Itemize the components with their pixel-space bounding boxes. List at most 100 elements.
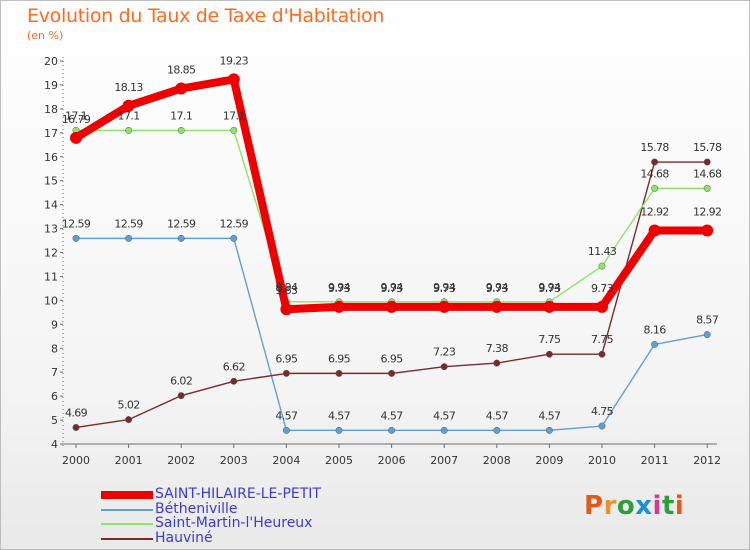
legend-swatch bbox=[101, 537, 153, 540]
data-label: 4.57 bbox=[486, 409, 509, 422]
data-label: 9.73 bbox=[486, 282, 509, 295]
data-label: 18.13 bbox=[114, 81, 143, 94]
y-tick-label: 17 bbox=[44, 127, 58, 140]
data-point bbox=[598, 262, 606, 270]
data-label: 12.59 bbox=[167, 217, 196, 230]
x-tick-label: 2010 bbox=[588, 454, 616, 467]
data-label: 7.23 bbox=[433, 346, 456, 359]
data-label: 9.63 bbox=[275, 284, 298, 297]
data-point bbox=[598, 422, 606, 430]
data-point bbox=[282, 369, 290, 377]
data-label: 8.57 bbox=[696, 314, 719, 327]
x-tick-label: 2005 bbox=[325, 454, 353, 467]
y-tick-label: 14 bbox=[44, 199, 58, 212]
data-point bbox=[651, 340, 659, 348]
data-label: 17.1 bbox=[65, 109, 87, 122]
data-label: 12.59 bbox=[62, 217, 91, 230]
data-point bbox=[651, 184, 659, 192]
data-label: 6.95 bbox=[381, 352, 404, 365]
data-label: 9.94 bbox=[486, 281, 509, 294]
logo-letter: i bbox=[674, 491, 685, 521]
data-point bbox=[177, 234, 185, 242]
data-label: 14.68 bbox=[693, 167, 722, 180]
data-label: 9.73 bbox=[591, 282, 614, 295]
y-tick-label: 4 bbox=[51, 438, 58, 451]
data-point bbox=[490, 300, 503, 313]
legend-label: SAINT-HILAIRE-LE-PETIT bbox=[155, 486, 321, 502]
data-point bbox=[598, 350, 606, 358]
y-tick-label: 11 bbox=[44, 270, 58, 283]
data-point bbox=[388, 426, 396, 434]
logo-letter: i bbox=[652, 491, 662, 521]
x-tick-label: 2003 bbox=[220, 454, 248, 467]
data-label: 17.1 bbox=[223, 109, 245, 122]
y-tick-label: 5 bbox=[51, 414, 58, 427]
x-tick-label: 2002 bbox=[167, 454, 195, 467]
data-point bbox=[230, 234, 238, 242]
data-label: 9.94 bbox=[381, 281, 404, 294]
data-point bbox=[282, 426, 290, 434]
data-label: 4.57 bbox=[381, 409, 404, 422]
data-label: 5.02 bbox=[118, 399, 140, 412]
x-tick-label: 2012 bbox=[693, 454, 721, 467]
data-label: 16.79 bbox=[62, 113, 91, 126]
data-point bbox=[651, 158, 659, 166]
data-point bbox=[703, 331, 711, 339]
y-tick-label: 19 bbox=[44, 79, 58, 92]
data-label: 4.57 bbox=[433, 409, 456, 422]
data-point bbox=[280, 303, 293, 316]
legend-label: Bétheniville bbox=[155, 500, 238, 517]
data-label: 6.95 bbox=[328, 352, 351, 365]
y-tick-label: 13 bbox=[44, 223, 58, 236]
data-point bbox=[335, 369, 343, 377]
data-point bbox=[545, 350, 553, 358]
x-tick-label: 2008 bbox=[483, 454, 511, 467]
data-point bbox=[177, 392, 185, 400]
data-label: 7.38 bbox=[486, 342, 509, 355]
data-label: 4.57 bbox=[275, 409, 298, 422]
data-point bbox=[493, 359, 501, 367]
y-tick-label: 20 bbox=[44, 55, 58, 68]
data-point bbox=[70, 131, 82, 144]
data-point bbox=[543, 300, 556, 313]
data-label: 9.73 bbox=[381, 282, 404, 295]
legend-swatch bbox=[101, 508, 153, 511]
y-tick-label: 9 bbox=[51, 318, 58, 331]
data-point bbox=[125, 416, 133, 424]
data-point bbox=[438, 300, 451, 313]
data-label: 6.02 bbox=[170, 375, 192, 388]
data-label: 15.78 bbox=[693, 141, 722, 154]
data-label: 7.75 bbox=[538, 333, 561, 346]
data-point bbox=[72, 234, 80, 242]
y-tick-label: 15 bbox=[44, 175, 58, 188]
data-label: 12.59 bbox=[220, 217, 249, 230]
proxiti-logo: Proxiti bbox=[584, 491, 684, 521]
data-label: 7.75 bbox=[591, 333, 614, 346]
y-tick-label: 8 bbox=[51, 342, 58, 355]
data-label: 4.57 bbox=[538, 409, 561, 422]
data-point bbox=[440, 363, 448, 371]
data-point bbox=[122, 99, 135, 112]
data-label: 12.92 bbox=[640, 205, 669, 218]
data-label: 15.78 bbox=[640, 141, 669, 154]
data-point bbox=[388, 369, 396, 377]
x-tick-label: 2006 bbox=[378, 454, 406, 467]
data-point bbox=[230, 126, 238, 134]
data-label: 12.59 bbox=[114, 217, 143, 230]
data-point bbox=[227, 73, 240, 86]
data-label: 4.69 bbox=[65, 406, 88, 419]
data-point bbox=[335, 426, 343, 434]
data-label: 4.57 bbox=[328, 409, 351, 422]
y-tick-label: 12 bbox=[44, 247, 58, 260]
data-point bbox=[230, 377, 238, 385]
data-label: 9.94 bbox=[433, 281, 456, 294]
logo-letter: x bbox=[635, 491, 653, 521]
legend-swatch bbox=[101, 523, 153, 525]
data-point bbox=[648, 224, 661, 237]
data-point bbox=[175, 82, 188, 95]
data-label: 4.75 bbox=[591, 405, 614, 418]
data-label: 9.94 bbox=[538, 281, 561, 294]
logo-letter: t bbox=[661, 491, 675, 521]
